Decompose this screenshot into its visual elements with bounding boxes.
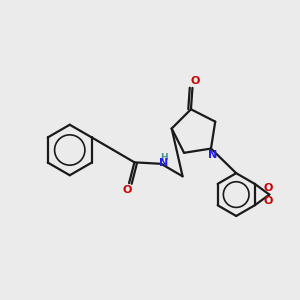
Text: O: O xyxy=(190,76,200,86)
Text: N: N xyxy=(159,158,168,168)
Text: O: O xyxy=(264,183,273,193)
Text: O: O xyxy=(264,196,273,206)
Text: H: H xyxy=(160,153,167,162)
Text: O: O xyxy=(123,185,132,195)
Text: N: N xyxy=(208,150,217,160)
